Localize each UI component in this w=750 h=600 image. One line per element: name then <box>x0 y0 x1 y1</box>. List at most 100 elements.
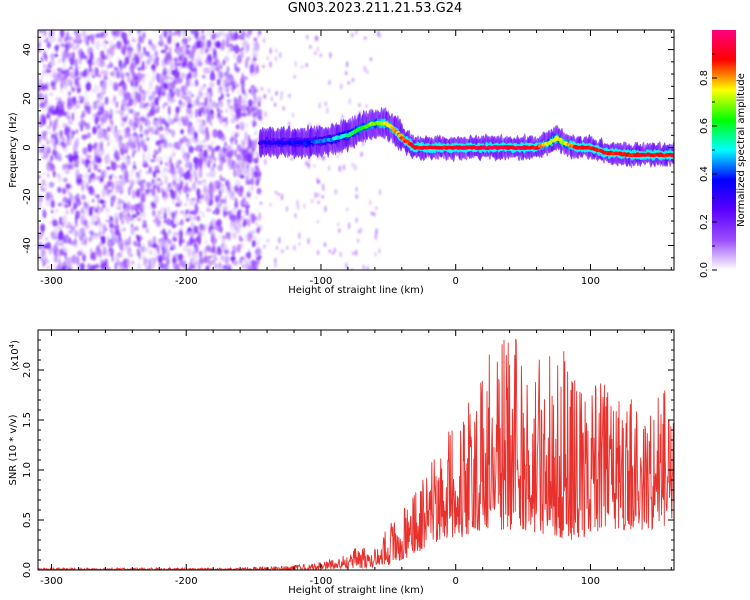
noise-mark <box>182 116 186 122</box>
noise-mark <box>98 224 102 232</box>
snr-y-scale-suffix: ) <box>10 340 21 344</box>
noise-mark <box>145 50 151 57</box>
noise-mark <box>58 48 64 54</box>
noise-mark <box>227 30 234 37</box>
noise-mark <box>46 224 50 233</box>
noise-mark <box>111 161 117 171</box>
noise-mark <box>178 99 183 106</box>
noise-mark <box>82 147 88 155</box>
noise-mark <box>305 160 308 167</box>
noise-mark <box>204 239 208 245</box>
noise-mark <box>48 220 52 225</box>
noise-mark <box>223 55 229 62</box>
noise-mark <box>59 73 63 83</box>
noise-mark <box>163 243 169 250</box>
noise-mark <box>171 62 174 70</box>
noise-mark <box>131 189 136 199</box>
noise-mark <box>68 237 72 245</box>
noise-mark <box>64 225 71 229</box>
noise-mark <box>212 210 215 215</box>
noise-mark <box>154 96 160 106</box>
noise-mark <box>139 184 145 192</box>
noise-mark <box>243 214 246 219</box>
noise-mark <box>214 195 220 203</box>
noise-mark <box>318 102 321 109</box>
noise-mark <box>80 115 84 120</box>
noise-mark <box>131 223 134 228</box>
noise-mark <box>218 149 222 159</box>
noise-mark <box>65 183 71 189</box>
noise-mark <box>370 211 373 216</box>
noise-mark <box>233 161 237 170</box>
noise-mark <box>168 229 172 235</box>
noise-mark <box>60 141 65 145</box>
noise-mark <box>264 111 267 118</box>
noise-mark <box>305 63 308 67</box>
noise-mark <box>146 137 150 142</box>
noise-mark <box>316 177 319 185</box>
noise-mark <box>164 55 169 61</box>
noise-mark <box>163 102 169 106</box>
noise-mark <box>46 82 49 91</box>
noise-mark <box>316 36 319 41</box>
noise-mark <box>45 113 50 119</box>
noise-mark <box>119 116 125 120</box>
noise-mark <box>240 166 245 175</box>
noise-mark <box>359 227 363 234</box>
noise-mark <box>313 164 316 168</box>
noise-mark <box>82 30 85 38</box>
noise-mark <box>157 253 162 259</box>
noise-mark <box>181 261 187 269</box>
noise-mark <box>118 82 123 87</box>
noise-mark <box>250 177 255 186</box>
noise-mark <box>43 63 46 68</box>
noise-mark <box>374 233 378 241</box>
noise-mark <box>176 87 180 98</box>
noise-mark <box>78 48 81 56</box>
noise-mark <box>234 44 240 54</box>
noise-mark <box>196 172 201 177</box>
noise-mark <box>111 253 114 263</box>
noise-mark <box>242 148 248 159</box>
noise-mark <box>234 185 239 192</box>
noise-mark <box>53 54 59 58</box>
noise-mark <box>67 51 71 62</box>
noise-mark <box>177 121 182 128</box>
noise-mark <box>245 207 249 216</box>
noise-mark <box>52 149 56 156</box>
spectrogram-noise <box>38 30 382 270</box>
noise-mark <box>239 185 244 194</box>
noise-mark <box>44 92 48 103</box>
noise-mark <box>82 180 87 184</box>
noise-mark <box>246 192 252 198</box>
noise-mark <box>176 162 181 173</box>
noise-mark <box>157 210 161 217</box>
noise-mark <box>254 195 259 200</box>
noise-mark <box>103 45 107 51</box>
noise-mark <box>156 72 159 81</box>
noise-mark <box>152 219 157 223</box>
noise-mark <box>156 56 159 66</box>
noise-mark <box>154 130 157 135</box>
x-tick-label: 100 <box>581 576 600 587</box>
noise-mark <box>143 49 146 55</box>
noise-mark <box>127 247 130 256</box>
noise-mark <box>121 32 125 39</box>
noise-mark <box>210 121 213 127</box>
noise-mark <box>159 241 162 248</box>
noise-mark <box>92 252 97 261</box>
noise-mark <box>70 79 73 88</box>
noise-mark <box>151 90 155 100</box>
noise-mark <box>162 228 166 236</box>
noise-mark <box>82 160 88 166</box>
noise-mark <box>48 131 54 135</box>
noise-mark <box>346 207 349 212</box>
noise-mark <box>99 142 103 152</box>
noise-mark <box>61 109 65 113</box>
noise-mark <box>162 167 168 172</box>
noise-mark <box>45 242 52 250</box>
noise-mark <box>256 95 263 102</box>
noise-mark <box>72 51 75 60</box>
noise-mark <box>130 71 136 77</box>
noise-mark <box>207 100 210 109</box>
